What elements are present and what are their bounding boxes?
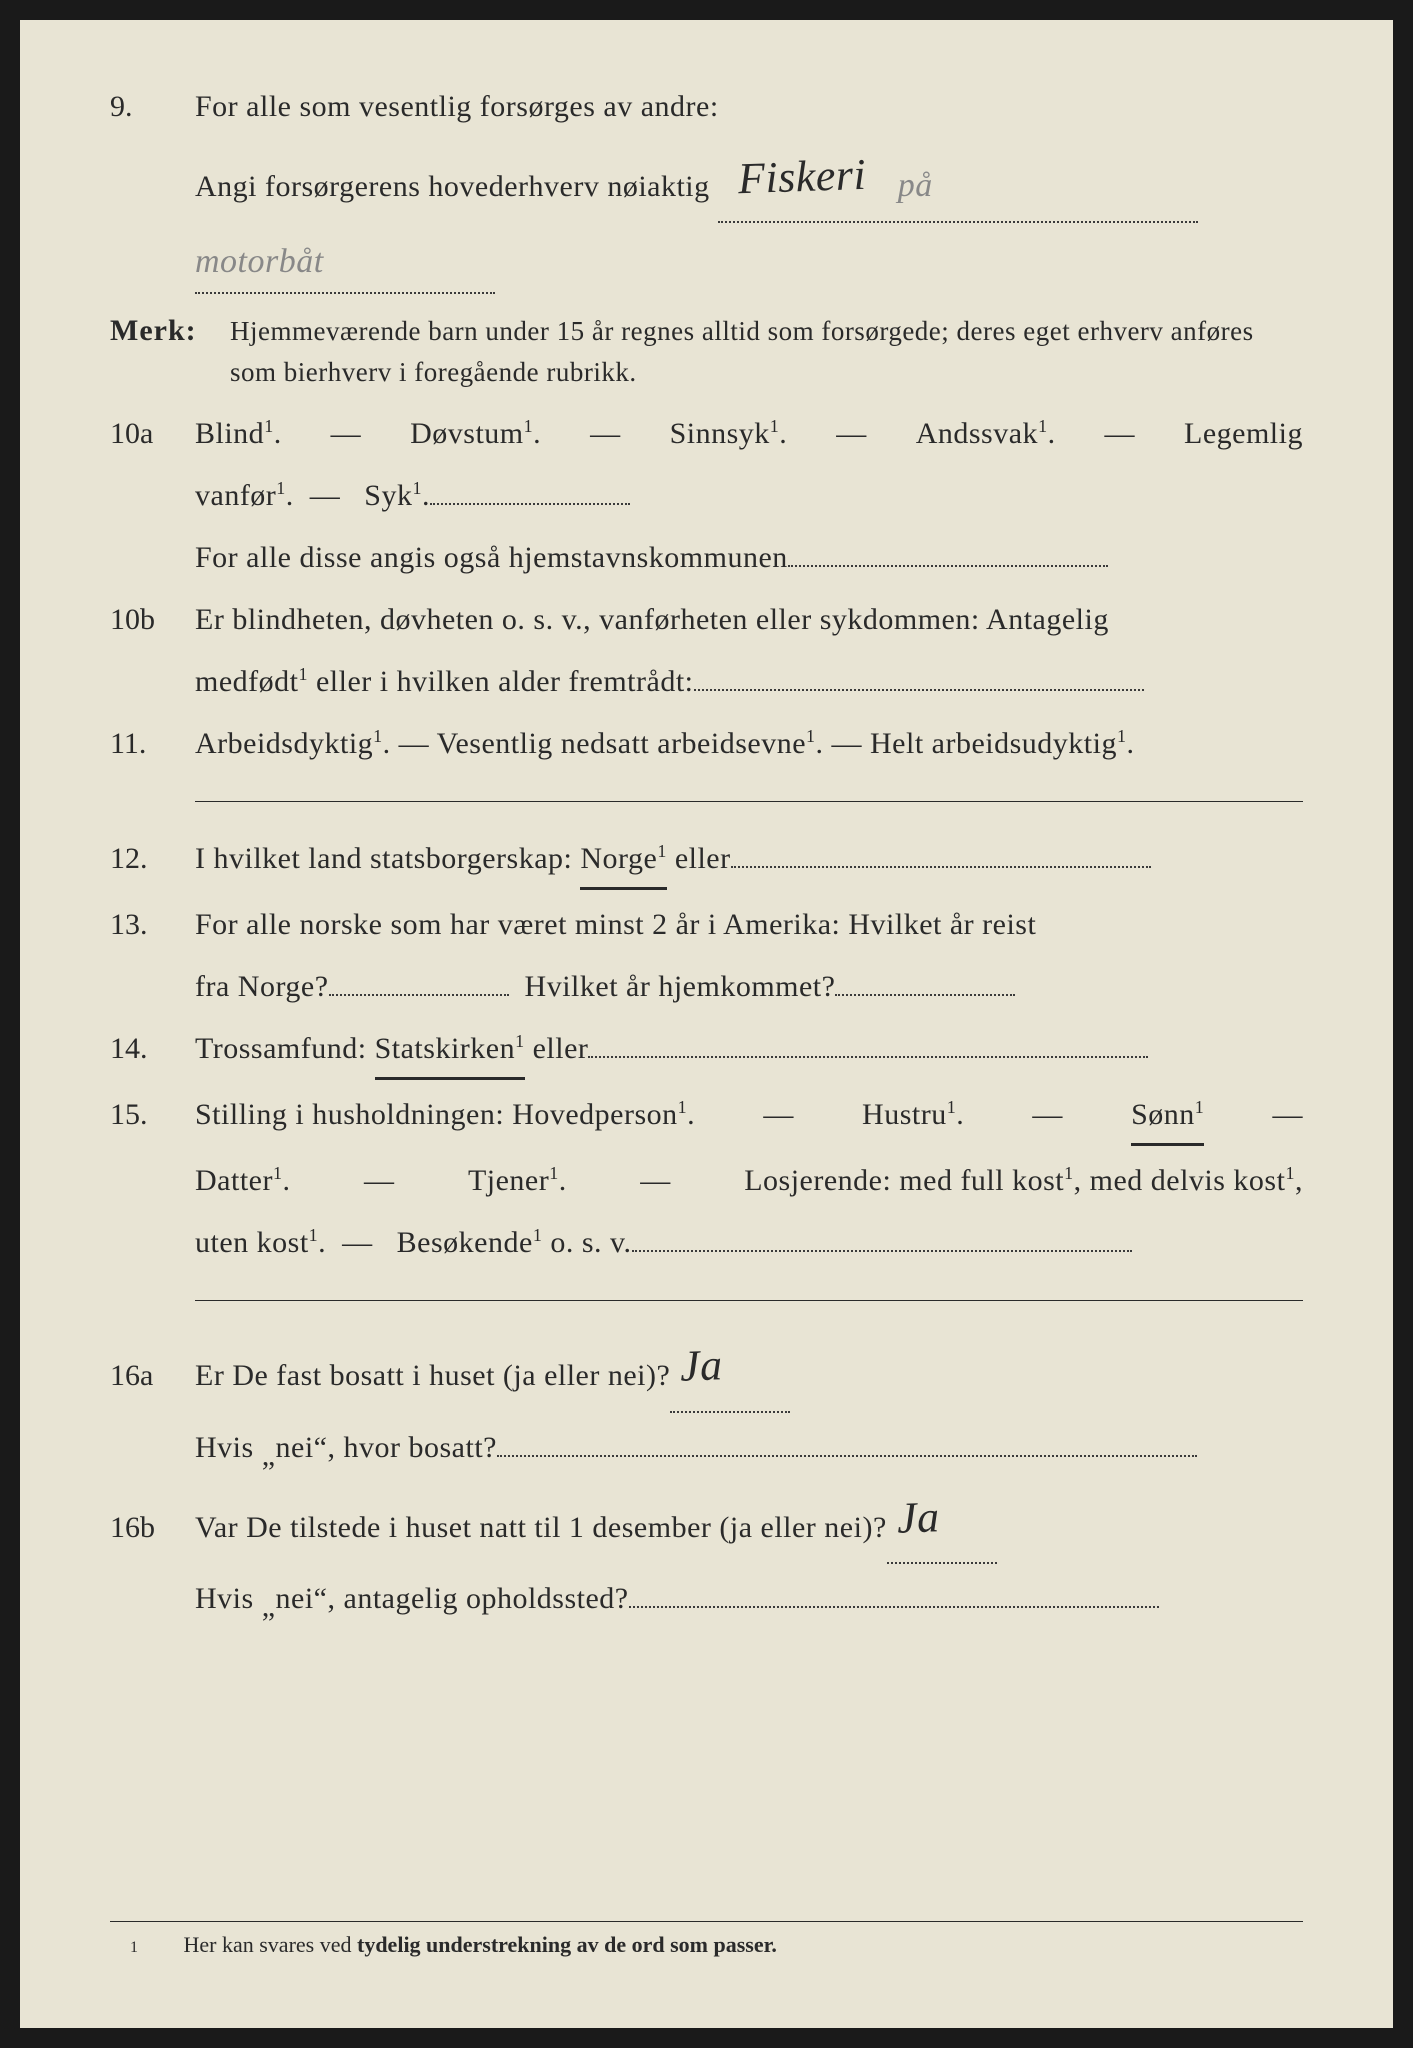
- q15-sonn[interactable]: Sønn1: [1131, 1088, 1204, 1146]
- q9-num: 9.: [110, 80, 195, 134]
- q10a-row1: 10a Blind1. — Døvstum1. — Sinnsyk1. — An…: [110, 407, 1303, 461]
- q10a-row2: vanfør1. — Syk1.: [110, 469, 1303, 523]
- q9-row3: motorbåt: [110, 231, 1303, 294]
- q9-line1: For alle som vesentlig forsørges av andr…: [195, 80, 1303, 134]
- q15-row2: Datter1. — Tjener1. — Losjerende: med fu…: [110, 1154, 1303, 1208]
- q9-answer-suffix: på: [898, 155, 933, 216]
- q9-answer: Fiskeri: [736, 135, 867, 219]
- q16a-answer-field[interactable]: Ja: [670, 1331, 790, 1412]
- merk-row: Merk: Hjemmeværende barn under 15 år reg…: [110, 304, 1303, 392]
- q12-num: 12.: [110, 832, 195, 886]
- q11-row: 11. Arbeidsdyktig1. — Vesentlig nedsatt …: [110, 717, 1303, 771]
- q16a-row1: 16a Er De fast bosatt i huset (ja eller …: [110, 1331, 1303, 1412]
- q10a-num: 10a: [110, 407, 195, 461]
- q10a-line3: For alle disse angis også hjemstavnskomm…: [195, 541, 788, 574]
- q16a-num: 16a: [110, 1349, 195, 1403]
- q14-statskirken[interactable]: Statskirken1: [375, 1022, 525, 1080]
- q16a-row2: Hvis „nei“, hvor bosatt?: [110, 1421, 1303, 1475]
- merk-text: Hjemmeværende barn under 15 år regnes al…: [230, 311, 1303, 392]
- q10b-line1: Er blindheten, døvheten o. s. v., vanfør…: [195, 593, 1303, 647]
- q16b-num: 16b: [110, 1501, 195, 1555]
- q9-row2: Angi forsørgerens hovederhverv nøiaktig …: [110, 142, 1303, 223]
- q10b-row2: medfødt1 eller i hvilken alder fremtrådt…: [110, 655, 1303, 709]
- q9-row1: 9. For alle som vesentlig forsørges av a…: [110, 80, 1303, 134]
- q15-num: 15.: [110, 1088, 195, 1142]
- q10a-opts: Blind1. — Døvstum1. — Sinnsyk1. — Andssv…: [195, 407, 1303, 461]
- divider-1: [195, 801, 1303, 802]
- q15-row1: 15. Stilling i husholdningen: Hovedperso…: [110, 1088, 1303, 1146]
- q9-line2-content: Angi forsørgerens hovederhverv nøiaktig …: [195, 142, 1303, 223]
- q13-row2: fra Norge? Hvilket år hjemkommet?: [110, 960, 1303, 1014]
- q10a-row3: For alle disse angis også hjemstavnskomm…: [110, 531, 1303, 585]
- q16a-answer: Ja: [679, 1326, 724, 1407]
- q11-num: 11.: [110, 717, 195, 771]
- q10b-num: 10b: [110, 593, 195, 647]
- q9-line2: Angi forsørgerens hovederhverv nøiaktig: [195, 170, 710, 203]
- q16b-row2: Hvis „nei“, antagelig opholdssted?: [110, 1572, 1303, 1626]
- q16b-answer: Ja: [895, 1477, 940, 1558]
- q9-answer-field[interactable]: Fiskeri på: [718, 142, 1198, 223]
- q16b-answer-field[interactable]: Ja: [887, 1483, 997, 1564]
- q15-row3: uten kost1. — Besøkende1 o. s. v.: [110, 1216, 1303, 1270]
- q16a-question: Er De fast bosatt i huset (ja eller nei)…: [195, 1359, 670, 1392]
- q16b-row1: 16b Var De tilstede i huset natt til 1 d…: [110, 1483, 1303, 1564]
- q13-num: 13.: [110, 898, 195, 952]
- q9-answer2: motorbåt: [195, 231, 324, 292]
- form-page: 9. For alle som vesentlig forsørges av a…: [0, 0, 1413, 2048]
- q14-row: 14. Trossamfund: Statskirken1 eller: [110, 1022, 1303, 1080]
- q13-row1: 13. For alle norske som har været minst …: [110, 898, 1303, 952]
- q12-row: 12. I hvilket land statsborgerskap: Norg…: [110, 832, 1303, 890]
- footnote: 1 Her kan svares ved tydelig understrekn…: [110, 1921, 1303, 1958]
- footnote-num: 1: [130, 1939, 138, 1956]
- q13-line1: For alle norske som har været minst 2 år…: [195, 898, 1303, 952]
- divider-2: [195, 1300, 1303, 1301]
- q10b-row1: 10b Er blindheten, døvheten o. s. v., va…: [110, 593, 1303, 647]
- merk-label: Merk:: [110, 304, 230, 358]
- q9-answer2-field[interactable]: motorbåt: [195, 231, 495, 294]
- q14-num: 14.: [110, 1022, 195, 1076]
- q12-norge[interactable]: Norge1: [580, 832, 666, 890]
- q16b-question: Var De tilstede i huset natt til 1 desem…: [195, 1511, 887, 1544]
